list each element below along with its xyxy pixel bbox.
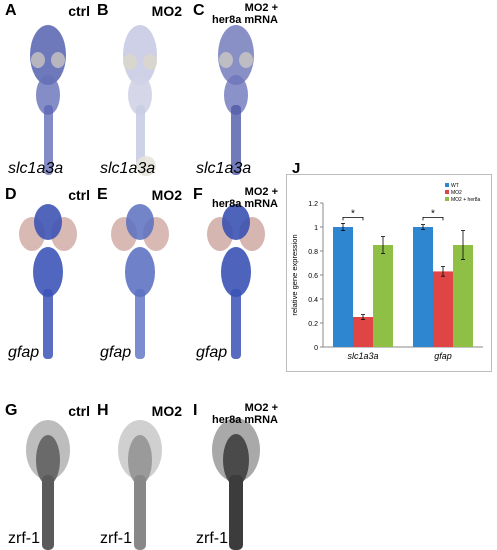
gene-label: slc1a3a <box>196 160 252 177</box>
condition-label: MO2 + her8a mRNA <box>212 402 278 426</box>
panel-I: I MO2 + her8a mRNA zrf-1 <box>190 400 282 550</box>
panel-E: E MO2 gfap <box>94 184 186 364</box>
embryo-image <box>26 420 70 550</box>
panel-letter: E <box>97 186 108 203</box>
gene-label: gfap <box>100 344 132 361</box>
significance-star: * <box>431 208 435 219</box>
embryo-image <box>207 204 265 359</box>
condition-line-2: her8a mRNA <box>211 414 278 426</box>
panel-B: B MO2 slc1a3a <box>94 0 186 180</box>
y-tick-label: 0.4 <box>308 297 318 304</box>
condition-line-2: her8a mRNA <box>211 198 278 210</box>
panel-F: F MO2 + her8a mRNA gfap <box>190 184 282 364</box>
panel-letter: C <box>193 2 205 19</box>
condition-label: MO2 <box>151 187 182 203</box>
condition-line-1: MO2 + <box>244 2 278 14</box>
legend-swatch <box>445 190 449 194</box>
embryo-image <box>30 25 66 175</box>
bar-mo2-her8a <box>453 245 473 347</box>
legend-swatch <box>445 183 449 187</box>
legend-label: MO2 + her8a <box>451 197 481 203</box>
y-tick-label: 1.2 <box>308 201 318 208</box>
significance-bracket <box>342 217 364 221</box>
bar-mo2-her8a <box>373 245 393 347</box>
gene-label: slc1a3a <box>100 160 156 177</box>
bar-mo2 <box>433 271 453 347</box>
gene-label: zrf-1 <box>100 530 132 547</box>
gene-label: zrf-1 <box>8 530 40 547</box>
condition-label: ctrl <box>68 3 90 19</box>
bar-chart-panel: 0 0.2 0.4 0.6 0.8 1 1.2 relative gene expressio… <box>286 174 492 372</box>
gene-label: gfap <box>8 344 40 361</box>
panel-letter: F <box>193 186 203 203</box>
condition-label: MO2 <box>151 403 182 419</box>
condition-line-1: MO2 + <box>244 402 278 414</box>
bar-chart: 0 0.2 0.4 0.6 0.8 1 1.2 relative gene expressio… <box>290 183 483 361</box>
panel-H: H MO2 zrf-1 <box>94 400 186 550</box>
y-tick-label: 0.8 <box>308 249 318 256</box>
condition-label: MO2 + her8a mRNA <box>212 186 278 210</box>
panel-letter: G <box>5 402 18 419</box>
panel-A: A ctrl slc1a3a <box>2 0 94 180</box>
condition-label: MO2 <box>151 3 182 19</box>
y-axis-label: relative gene expression <box>290 234 299 315</box>
panel-C: C MO2 + her8a mRNA slc1a3a <box>190 0 282 180</box>
panel-D: D ctrl gfap <box>2 184 94 364</box>
panel-letter-J: J <box>292 160 301 177</box>
gene-label: zrf-1 <box>196 530 228 547</box>
panel-letter: I <box>193 402 198 419</box>
panel-letter: D <box>5 186 17 203</box>
category-label: slc1a3a <box>347 351 378 361</box>
legend-swatch <box>445 197 449 201</box>
legend-label: MO2 <box>451 190 462 196</box>
embryo-image <box>118 420 162 550</box>
panel-letter: B <box>97 2 109 19</box>
bar-mo2 <box>353 317 373 347</box>
panel-letter: A <box>5 2 17 19</box>
bar-wt <box>333 227 353 347</box>
y-tick-label: 0 <box>314 345 318 352</box>
significance-bracket <box>422 217 444 221</box>
category-label: gfap <box>434 351 452 361</box>
embryo-image <box>111 204 169 359</box>
embryo-image <box>212 418 260 550</box>
panel-G: G ctrl zrf-1 <box>2 400 94 550</box>
gene-label: gfap <box>196 344 228 361</box>
embryo-image <box>123 25 157 176</box>
embryo-image <box>218 25 254 175</box>
embryo-image <box>19 204 77 359</box>
panel-letter: H <box>97 402 109 419</box>
legend-label: WT <box>451 183 459 189</box>
condition-line-1: MO2 + <box>244 186 278 198</box>
y-tick-label: 1 <box>314 225 318 232</box>
y-tick-label: 0.6 <box>308 273 318 280</box>
significance-star: * <box>351 208 355 219</box>
bar-wt <box>413 227 433 347</box>
y-tick-label: 0.2 <box>308 321 318 328</box>
condition-label: ctrl <box>68 403 90 419</box>
gene-label: slc1a3a <box>8 160 64 177</box>
condition-line-2: her8a mRNA <box>211 14 278 26</box>
condition-label: ctrl <box>68 187 90 203</box>
condition-label: MO2 + her8a mRNA <box>212 2 278 26</box>
